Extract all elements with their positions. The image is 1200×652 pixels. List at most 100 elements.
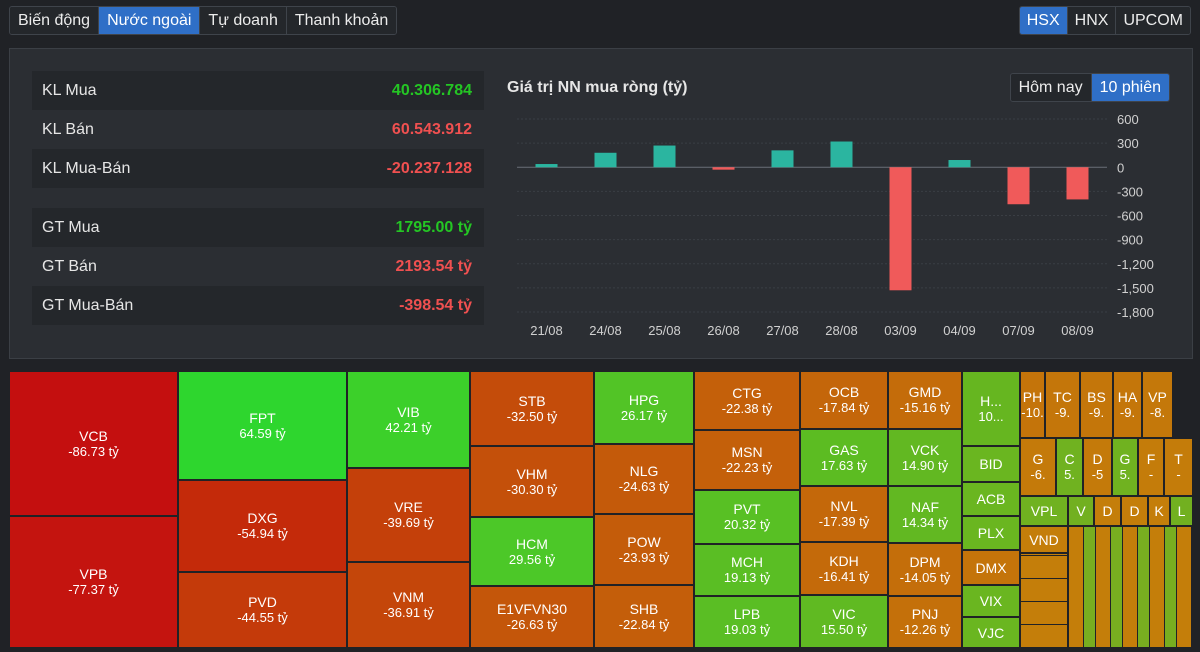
treemap-tile[interactable]: D <box>1121 496 1148 526</box>
tile-value: -12.26 tỷ <box>899 622 951 637</box>
chart-bar[interactable] <box>1007 167 1030 205</box>
treemap-tile[interactable]: GMD -15.16 tỷ <box>888 371 962 429</box>
treemap-tile[interactable]: STB -32.50 tỷ <box>470 371 594 446</box>
tile-value: -30.30 tỷ <box>506 481 558 497</box>
tab-hsx[interactable]: HSX <box>1019 7 1068 34</box>
treemap-tile[interactable]: PNJ -12.26 tỷ <box>888 596 962 648</box>
treemap-tile[interactable]: FPT 64.59 tỷ <box>178 371 347 480</box>
treemap-tile[interactable]: F- <box>1138 438 1164 496</box>
tile-value: -22.84 tỷ <box>618 616 670 632</box>
tile-symbol: G <box>1032 451 1044 467</box>
treemap-tile[interactable]: PH -10. <box>1020 371 1045 438</box>
treemap-tile[interactable]: MCH 19.13 tỷ <box>694 544 800 596</box>
treemap-tile[interactable]: BID <box>962 446 1020 482</box>
stat-label: KL Mua <box>42 81 97 99</box>
treemap-tile[interactable]: H... 10... <box>962 371 1020 446</box>
chart-bar[interactable] <box>771 150 794 168</box>
tile-symbol: D <box>1102 503 1113 519</box>
tab-thanh-khoan[interactable]: Thanh khoản <box>286 7 397 34</box>
treemap-tile[interactable]: D -5 <box>1083 438 1112 496</box>
treemap-tile[interactable]: SHB -22.84 tỷ <box>594 585 694 648</box>
treemap-tile[interactable]: VPB -77.37 tỷ <box>9 516 178 648</box>
treemap-tile[interactable]: GAS 17.63 tỷ <box>800 429 888 486</box>
chart-bar[interactable] <box>535 164 558 168</box>
treemap-tile[interactable]: HPG 26.17 tỷ <box>594 371 694 444</box>
tile-symbol: KDH <box>829 552 859 569</box>
treemap-tile[interactable]: K <box>1148 496 1170 526</box>
treemap-tile[interactable]: VPL <box>1020 496 1068 526</box>
treemap-tile[interactable]: NVL -17.39 tỷ <box>800 486 888 542</box>
chart-bar[interactable] <box>948 160 971 168</box>
treemap-tile[interactable]: VP -8. <box>1142 371 1173 438</box>
treemap-tile[interactable]: OCB -17.84 tỷ <box>800 371 888 429</box>
treemap-tile[interactable]: E1VFVN30 -26.63 tỷ <box>470 586 594 648</box>
treemap-tile[interactable]: G 5. <box>1112 438 1138 496</box>
view-tabs: Biến động Nước ngoài Tự doanh Thanh khoả… <box>9 6 398 35</box>
tab-hom-nay[interactable]: Hôm nay <box>1010 74 1092 101</box>
treemap-tile[interactable]: PLX <box>962 516 1020 550</box>
chart-bar[interactable] <box>653 145 676 168</box>
tile-symbol: VRE <box>394 499 423 515</box>
treemap-tile[interactable]: LPB 19.03 tỷ <box>694 596 800 648</box>
treemap-tile[interactable]: DMX <box>962 550 1020 585</box>
tile-value: -6. <box>1030 467 1046 482</box>
stat-label: GT Mua-Bán <box>42 296 134 314</box>
treemap-tile[interactable]: VCB -86.73 tỷ <box>9 371 178 516</box>
treemap-tile[interactable]: VCK 14.90 tỷ <box>888 429 962 486</box>
treemap-tile[interactable]: VND <box>1020 526 1068 553</box>
treemap-tile[interactable]: L <box>1170 496 1193 526</box>
treemap-tile[interactable]: DPM -14.05 tỷ <box>888 543 962 596</box>
tab-bien-dong[interactable]: Biến động <box>10 7 100 34</box>
treemap-tile[interactable]: VIC 15.50 tỷ <box>800 595 888 648</box>
treemap-tile[interactable]: POW -23.93 tỷ <box>594 514 694 585</box>
tile-symbol: V <box>1076 503 1086 519</box>
treemap-tile[interactable]: HA -9. <box>1113 371 1142 438</box>
treemap-tile[interactable]: C 5. <box>1056 438 1083 496</box>
treemap-tile[interactable]: VRE -39.69 tỷ <box>347 468 470 562</box>
treemap-tile[interactable]: BS -9. <box>1080 371 1113 438</box>
treemap-tile[interactable]: V <box>1068 496 1094 526</box>
treemap-tile[interactable]: D <box>1094 496 1121 526</box>
treemap-tile[interactable]: VJC <box>962 617 1020 648</box>
chart-bar[interactable] <box>889 167 912 291</box>
tile-symbol: MCH <box>731 554 763 570</box>
treemap-tile[interactable]: MSN -22.23 tỷ <box>694 430 800 490</box>
treemap-small-tiles <box>1068 526 1193 648</box>
tile-value: 15.50 tỷ <box>820 621 868 637</box>
tile-value: 10... <box>978 408 1004 424</box>
tab-upcom[interactable]: UPCOM <box>1116 7 1190 34</box>
tile-symbol: DXG <box>247 510 278 526</box>
treemap-tile[interactable]: NAF 14.34 tỷ <box>888 486 962 543</box>
tab-nuoc-ngoai[interactable]: Nước ngoài <box>99 7 201 34</box>
treemap-tile[interactable]: PVT 20.32 tỷ <box>694 490 800 544</box>
stat-label: GT Bán <box>42 257 97 275</box>
treemap-tile[interactable]: ACB <box>962 482 1020 516</box>
tile-symbol: D <box>1129 503 1140 519</box>
treemap-tile[interactable]: VIB 42.21 tỷ <box>347 371 470 468</box>
treemap-tile[interactable]: VHM -30.30 tỷ <box>470 446 594 517</box>
tile-symbol: HPG <box>628 391 660 408</box>
chart-bar[interactable] <box>594 152 617 168</box>
y-tick-label: -600 <box>1117 209 1143 224</box>
treemap-tile[interactable]: CTG -22.38 tỷ <box>694 371 800 430</box>
treemap-tile[interactable]: PVD -44.55 tỷ <box>178 572 347 648</box>
tile-value: 42.21 tỷ <box>385 419 432 435</box>
treemap-tile[interactable]: VNM -36.91 tỷ <box>347 562 470 648</box>
tile-symbol: NAF <box>911 498 939 515</box>
treemap-tile[interactable]: VIX <box>962 585 1020 617</box>
treemap-tile[interactable]: NLG -24.63 tỷ <box>594 444 694 514</box>
treemap-tile[interactable]: KDH -16.41 tỷ <box>800 542 888 595</box>
tab-tu-doanh[interactable]: Tự doanh <box>200 7 287 34</box>
tab-10-phien[interactable]: 10 phiên <box>1091 74 1169 101</box>
chart-bar[interactable] <box>1066 167 1089 200</box>
tile-value: 19.13 tỷ <box>723 570 771 585</box>
treemap-tile[interactable]: TC -9. <box>1045 371 1080 438</box>
treemap-tile[interactable]: G -6. <box>1020 438 1056 496</box>
treemap-tile[interactable]: HCM 29.56 tỷ <box>470 517 594 586</box>
treemap-tile[interactable]: T- <box>1164 438 1193 496</box>
treemap-tile[interactable]: DXG -54.94 tỷ <box>178 480 347 572</box>
tab-hnx[interactable]: HNX <box>1067 7 1117 34</box>
tile-symbol: VPB <box>79 566 108 582</box>
chart-bar[interactable] <box>712 167 735 170</box>
chart-bar[interactable] <box>830 141 853 168</box>
